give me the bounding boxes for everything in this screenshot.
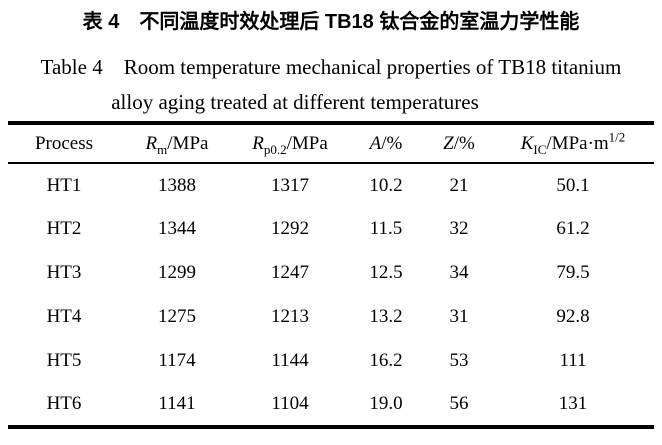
table-cell: 1275 (158, 306, 196, 327)
table-cell: 1104 (271, 393, 309, 414)
table-cell: 50.1 (556, 174, 590, 196)
header-kic: KIC/MPa·m1/2 (520, 129, 626, 157)
table-cell: 1141 (158, 393, 196, 414)
header-reduction: Z/% (443, 132, 475, 154)
table-cell: 1174 (158, 350, 196, 371)
table-cell: 1144 (271, 350, 309, 371)
table-cell: 131 (558, 393, 588, 414)
table-cell: 92.8 (556, 306, 590, 327)
table-caption-english-line1: Table 4 Room temperature mechanical prop… (40, 55, 622, 79)
table-cell: 61.2 (556, 218, 590, 239)
table-row: HT2 1344 1292 11.5 32 61.2 (8, 207, 654, 251)
table-cell: 1299 (158, 262, 196, 283)
properties-table: Process Rm/MPa Rp0.2/MPa A/% Z/% KIC/MPa… (8, 121, 654, 429)
table-cell: 21 (449, 174, 469, 196)
table-caption-english-line2: alloy aging treated at different tempera… (111, 90, 479, 114)
table-cell: 79.5 (556, 262, 590, 283)
table-cell: HT6 (46, 393, 82, 414)
table-cell: 56 (449, 393, 469, 414)
table-cell: 111 (559, 350, 587, 371)
header-elongation: A/% (369, 132, 403, 154)
table-cell: HT4 (46, 306, 82, 327)
table-cell: 10.2 (369, 174, 403, 196)
header-rp02: Rp0.2/MPa (252, 132, 328, 157)
table-cell: 12.5 (369, 262, 403, 283)
header-rm: Rm/MPa (145, 132, 209, 157)
table-caption-chinese: 表 4 不同温度时效处理后 TB18 钛合金的室温力学性能 (82, 11, 580, 33)
table-cell: 1344 (158, 218, 196, 239)
table-cell: HT2 (46, 218, 82, 239)
table-cell: 34 (449, 262, 469, 283)
table-cell: 1247 (271, 262, 309, 283)
table-row: HT1 1388 1317 10.2 21 50.1 (8, 163, 654, 207)
table-cell: 13.2 (369, 306, 403, 327)
table-cell: 32 (449, 218, 469, 239)
table-cell: 1292 (271, 218, 309, 239)
table-cell: 1213 (271, 306, 309, 327)
table-cell: 31 (449, 306, 469, 327)
table-cell: HT3 (46, 262, 82, 283)
header-row: Process Rm/MPa Rp0.2/MPa A/% Z/% KIC/MPa… (8, 123, 654, 163)
table-cell: 1388 (158, 174, 196, 196)
table-cell: 19.0 (369, 393, 403, 414)
table-row: HT3 1299 1247 12.5 34 79.5 (8, 251, 654, 295)
table-cell: 16.2 (369, 350, 403, 371)
header-process: Process (34, 132, 94, 154)
table-row: HT6 1141 1104 19.0 56 131 (8, 383, 654, 427)
table-cell: 11.5 (369, 218, 403, 239)
table-cell: HT5 (46, 350, 82, 371)
table-cell: 53 (449, 350, 469, 371)
table-cell: HT1 (46, 174, 82, 196)
table-cell: 1317 (271, 174, 309, 196)
table-row: HT5 1174 1144 16.2 53 111 (8, 339, 654, 383)
table-row: HT4 1275 1213 13.2 31 92.8 (8, 295, 654, 339)
